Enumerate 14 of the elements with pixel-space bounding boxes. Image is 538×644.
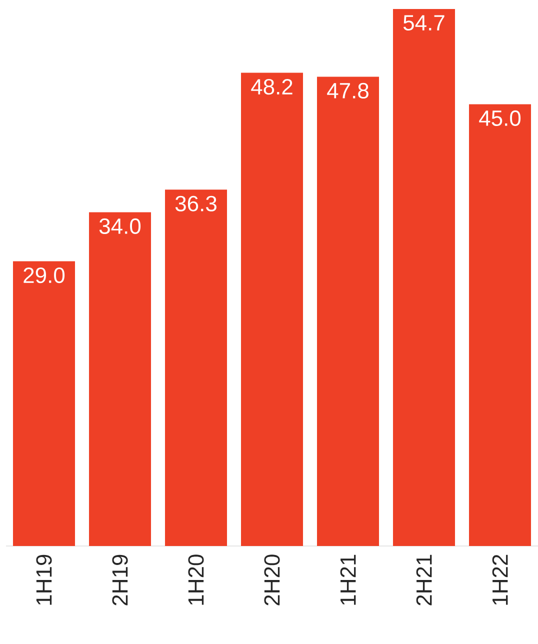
data-label: 48.2: [251, 78, 292, 95]
x-tick-label: 2H21: [416, 554, 432, 606]
x-tick-label: 1H19: [36, 554, 52, 605]
x-tick-label: 1H22: [492, 554, 508, 605]
x-tick-label: 2H19: [112, 554, 128, 606]
data-label: 54.7: [403, 15, 444, 31]
x-tick-label: 2H20: [264, 554, 280, 606]
data-label: 45.0: [479, 110, 521, 126]
data-label: 47.8: [327, 82, 368, 99]
x-tick-label: 1H20: [188, 554, 204, 605]
data-label: 34.0: [99, 218, 141, 234]
x-tick-label: 1H21: [340, 554, 356, 605]
data-label: 36.3: [175, 196, 216, 212]
data-label: 29.0: [24, 267, 65, 284]
